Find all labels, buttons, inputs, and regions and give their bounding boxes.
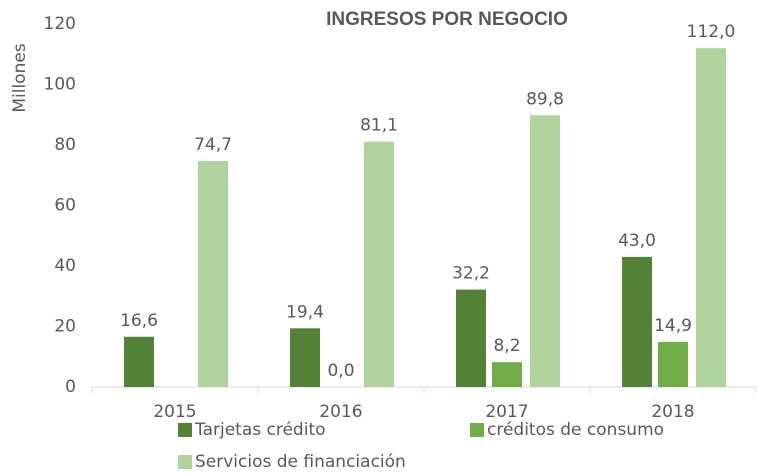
y-tick-label: 100 [44,75,76,95]
y-tick-label: 80 [54,135,76,155]
legend-label: Tarjetas crédito [194,420,326,440]
value-label: 8,2 [493,336,520,356]
bar [696,48,726,387]
bar [456,289,486,387]
value-label: 14,9 [654,316,692,336]
value-label: 89,8 [526,89,564,109]
bar [124,336,154,387]
legend-swatch [178,423,192,437]
y-axis-title: Millones [10,43,30,112]
legend-swatch [470,423,484,437]
value-label: 43,0 [618,231,656,251]
value-label: 112,0 [687,22,736,42]
bar [530,115,560,387]
y-tick-label: 60 [54,196,76,216]
bar [364,141,394,387]
x-tick-label: 2017 [485,402,528,422]
value-label: 74,7 [194,135,232,155]
legend-label: Servicios de financiación [195,452,406,472]
x-tick-label: 2016 [319,402,362,422]
bar [198,161,228,387]
x-tick-label: 2015 [153,402,196,422]
y-tick-label: 120 [44,14,76,34]
bar [492,362,522,387]
legend-swatch [178,455,192,469]
y-tick-label: 20 [54,317,76,337]
value-label: 16,6 [120,311,158,331]
value-label: 32,2 [452,264,490,284]
bar [658,341,688,387]
legend-label: créditos de consumo [487,420,664,440]
bar [290,328,320,387]
y-tick-label: 40 [54,256,76,276]
value-label: 19,4 [286,302,324,322]
bar [622,256,652,387]
value-label: 81,1 [360,116,398,136]
x-tick-label: 2018 [651,402,694,422]
y-tick-label: 0 [65,377,76,397]
chart-title: INGRESOS POR NEGOCIO [326,9,568,30]
value-label: 0,0 [327,361,354,381]
